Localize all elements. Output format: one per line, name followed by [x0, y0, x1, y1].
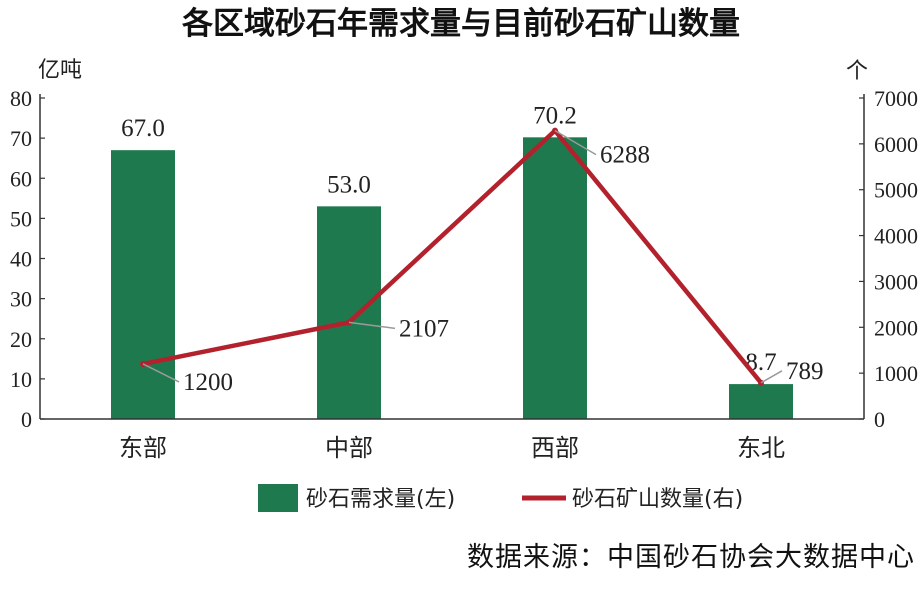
left-axis-unit: 亿吨 — [38, 58, 82, 83]
left-tick-label: 60 — [10, 166, 32, 191]
left-tick-label: 30 — [10, 287, 32, 312]
left-tick-label: 50 — [10, 206, 32, 231]
left-tick-label: 70 — [10, 126, 32, 151]
plot-area: 0 10 20 30 40 50 60 70 80 0 1000 2000 3000 4000 5000 60… — [10, 86, 918, 462]
bar-value-label: 70.2 — [533, 102, 577, 129]
left-tick-label: 80 — [10, 86, 32, 111]
line-value-label: 2107 — [399, 315, 449, 342]
leader-line — [760, 370, 783, 384]
bar-value-label: 67.0 — [121, 115, 165, 142]
line-value-label: 1200 — [183, 369, 233, 396]
leader-line — [142, 363, 180, 383]
left-tick-label: 40 — [10, 247, 32, 272]
bar-2 — [317, 206, 381, 419]
x-category-label: 东北 — [737, 434, 785, 462]
line-value-label: 6288 — [600, 142, 650, 169]
bar-3 — [523, 137, 587, 419]
x-category-label: 西部 — [531, 434, 579, 462]
left-tick-label: 0 — [21, 407, 32, 432]
line-value-label: 789 — [786, 358, 824, 385]
x-category-label: 东部 — [119, 434, 167, 462]
leader-line — [554, 130, 597, 156]
bar-1 — [111, 150, 175, 419]
right-tick-label: 2000 — [874, 315, 918, 340]
series-line-mines — [142, 128, 763, 385]
right-axis-unit: 个 — [846, 59, 868, 84]
x-category-label: 中部 — [325, 434, 373, 462]
legend-swatch-demand — [258, 484, 298, 512]
legend-label-mines: 砂石矿山数量(右) — [572, 487, 743, 512]
legend-label-demand: 砂石需求量(左) — [306, 487, 455, 512]
right-tick-label: 3000 — [874, 269, 918, 294]
legend: 砂石需求量(左) 砂石矿山数量(右) — [258, 484, 743, 512]
right-tick-label: 7000 — [874, 86, 918, 111]
right-tick-label: 6000 — [874, 132, 918, 157]
leader-line — [348, 321, 396, 330]
bar-value-label: 53.0 — [327, 171, 371, 198]
right-tick-label: 5000 — [874, 178, 918, 203]
left-tick-label: 20 — [10, 327, 32, 352]
right-tick-label: 0 — [874, 407, 885, 432]
bar-4 — [729, 384, 793, 419]
right-tick-label: 1000 — [874, 361, 918, 386]
source-note: 数据来源：中国砂石协会大数据中心 — [467, 542, 915, 573]
right-tick-label: 4000 — [874, 224, 918, 249]
left-tick-label: 10 — [10, 367, 32, 392]
chart-title: 各区域砂石年需求量与目前砂石矿山数量 — [181, 6, 740, 42]
